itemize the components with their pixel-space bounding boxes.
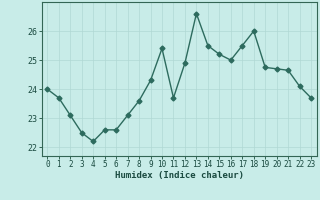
X-axis label: Humidex (Indice chaleur): Humidex (Indice chaleur) [115, 171, 244, 180]
